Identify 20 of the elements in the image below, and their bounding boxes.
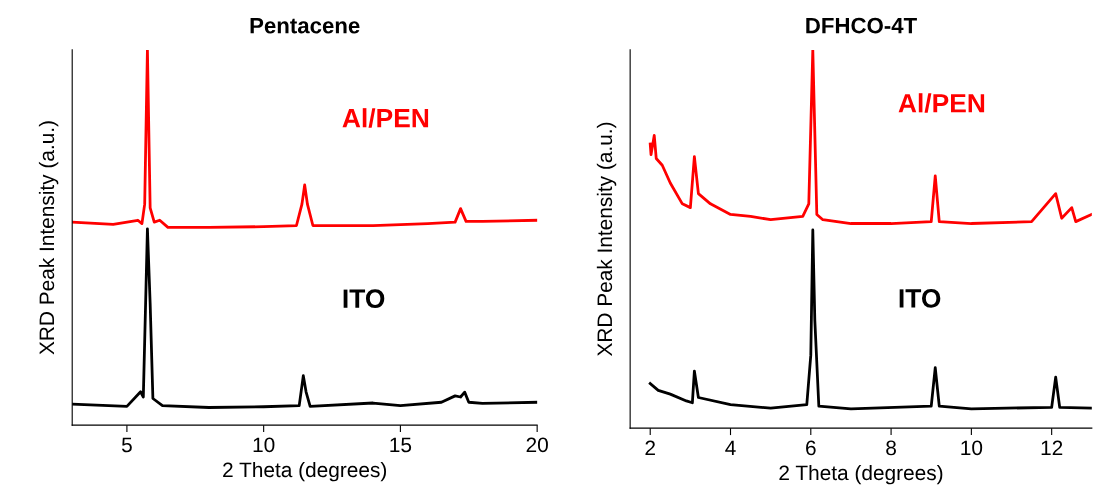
- x-axis-title: 2 Theta (degrees): [779, 464, 943, 485]
- x-tick-label: 10: [253, 437, 275, 453]
- x-tick-label: 8: [886, 440, 896, 456]
- x-tick-label: 12: [1041, 440, 1063, 456]
- x-tick-label: 5: [121, 437, 132, 453]
- x-tick-label: 4: [725, 440, 736, 456]
- text: ITO: [899, 289, 941, 308]
- x-axis-title: 2 Theta (degrees): [223, 461, 387, 482]
- chart-title: Pentacene: [250, 17, 360, 34]
- chart-title: DFHCO-4T: [806, 17, 917, 34]
- x-tick-label: 10: [961, 440, 983, 456]
- x-tick-label: 15: [390, 437, 412, 453]
- y-axis-title: XRD Peak Intensity (a.u.): [38, 121, 59, 355]
- x-tick-label: 6: [806, 440, 816, 456]
- text: ITO: [343, 289, 385, 309]
- x-tick-label: 20: [526, 437, 548, 453]
- x-tick-label: 2: [645, 440, 655, 456]
- y-axis-title: XRD Peak Intensity (a.u.): [596, 122, 617, 357]
- text: Al/PEN: [898, 93, 985, 113]
- text: Al/PEN: [342, 108, 429, 128]
